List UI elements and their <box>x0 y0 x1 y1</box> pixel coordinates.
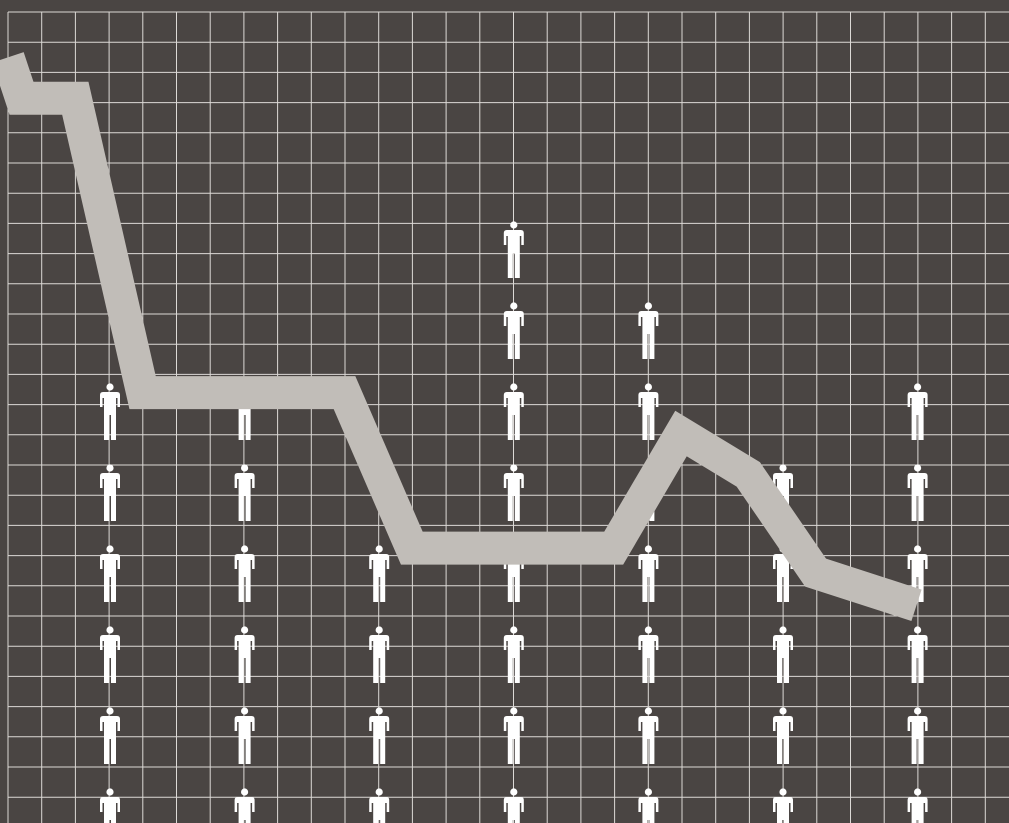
figure-column-7 <box>907 383 928 823</box>
person-icon <box>100 788 120 823</box>
person-icon <box>100 707 120 764</box>
person-icon <box>773 788 793 823</box>
person-icon <box>100 626 120 683</box>
person-icon <box>503 383 524 440</box>
person-icon <box>369 545 390 602</box>
trend-line <box>0 52 922 621</box>
person-icon <box>638 383 659 440</box>
person-icon <box>100 383 120 440</box>
person-icon <box>503 464 524 521</box>
person-icon <box>907 707 928 764</box>
person-icon <box>773 626 793 683</box>
grid-lines <box>7 11 1009 823</box>
person-icon <box>638 545 659 602</box>
trend-band <box>0 52 922 621</box>
person-icon <box>234 707 255 764</box>
figure-column-5 <box>638 302 659 823</box>
person-icon <box>503 221 524 278</box>
person-icon <box>503 788 524 823</box>
person-icon <box>503 626 524 683</box>
figure-column-4 <box>503 221 524 823</box>
person-icon <box>234 788 255 823</box>
person-icon <box>100 545 120 602</box>
person-icon <box>503 707 524 764</box>
person-icon <box>369 626 390 683</box>
figure-column-3 <box>369 545 390 823</box>
person-icon <box>234 545 255 602</box>
person-icon <box>100 464 120 521</box>
person-icon <box>234 626 255 683</box>
figure-column-1 <box>100 383 120 823</box>
person-icon <box>773 707 793 764</box>
person-icon <box>503 302 524 359</box>
person-icon <box>907 464 928 521</box>
person-icon <box>907 788 928 823</box>
figure-columns <box>100 221 928 823</box>
person-icon <box>907 626 928 683</box>
person-icon <box>369 788 390 823</box>
person-icon <box>907 383 928 440</box>
person-icon <box>638 626 659 683</box>
person-icon <box>638 302 659 359</box>
person-icon <box>234 464 255 521</box>
person-icon <box>369 707 390 764</box>
person-icon <box>638 707 659 764</box>
person-icon <box>638 788 659 823</box>
